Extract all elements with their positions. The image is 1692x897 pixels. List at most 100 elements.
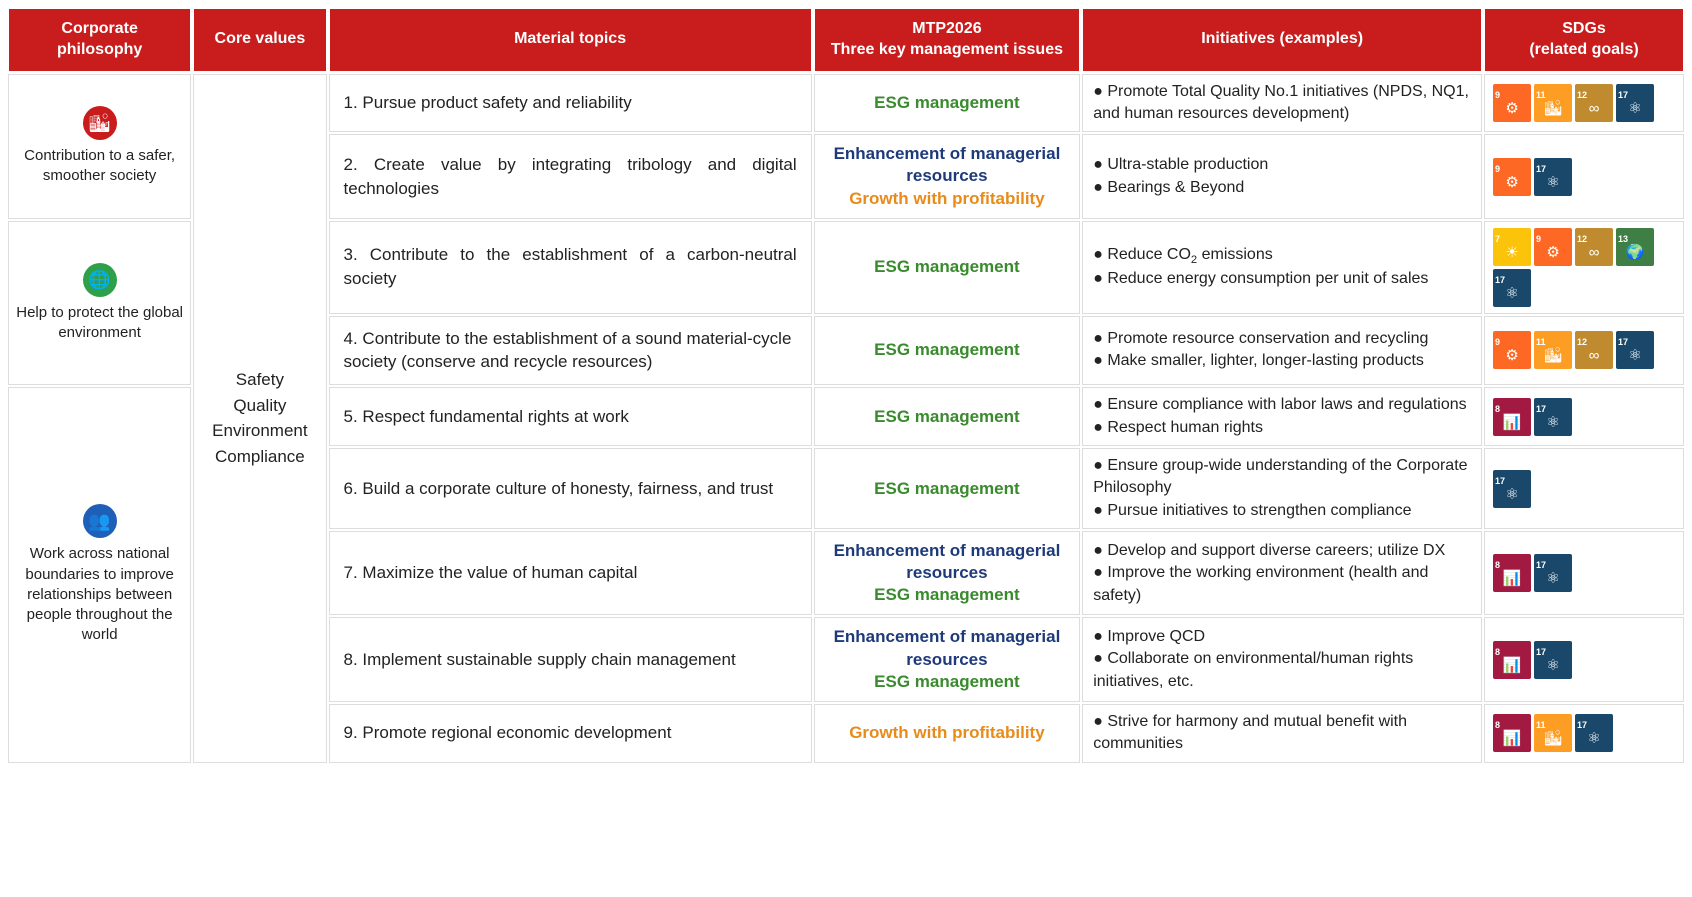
sdg-badge-9: 9⚙ [1493,84,1531,122]
sdg-badge-9: 9⚙ [1493,331,1531,369]
philosophy-label: Help to protect the global environment [15,303,184,344]
sdg-badge-8: 8📊 [1493,554,1531,592]
core-values-cell: SafetyQualityEnvironmentCompliance [193,74,326,763]
philosophy-icon: 👥 [83,504,117,538]
sdgs-cell-1: 9⚙11🏙12∞17⚛ [1484,74,1684,133]
sdg-badge-12: 12∞ [1575,331,1613,369]
philosophy-cell-2: 🌐 Help to protect the global environment [8,221,191,386]
sdg-badge-9: 9⚙ [1534,228,1572,266]
sdgs-cell-2: 9⚙17⚛ [1484,134,1684,218]
sdg-badge-17: 17⚛ [1534,158,1572,196]
sdg-badge-13: 13🌍 [1616,228,1654,266]
mtp-esg: ESG management [827,256,1068,278]
sdg-badge-group: 9⚙11🏙12∞17⚛ [1493,331,1675,369]
material-topic-7: 7. Maximize the value of human capital [329,531,812,615]
mtp-esg: ESG management [827,92,1068,114]
philosophy-label: Work across national boundaries to impro… [15,544,184,645]
mtp-cell-8: Enhancement of managerial resourcesESG m… [814,617,1081,701]
header-philosophy: Corporate philosophy [8,8,191,72]
sdg-badge-7: 7☀ [1493,228,1531,266]
mtp-cell-1: ESG management [814,74,1081,133]
sdg-badge-8: 8📊 [1493,714,1531,752]
material-topic-9: 9. Promote regional economic development [329,704,812,763]
sdgs-cell-9: 8📊11🏙17⚛ [1484,704,1684,763]
mtp-esg: ESG management [827,339,1068,361]
initiatives-cell-3: ● Reduce CO2 emissions● Reduce energy co… [1082,221,1482,314]
philosophy-cell-3: 👥 Work across national boundaries to imp… [8,387,191,762]
initiatives-cell-6: ● Ensure group-wide understanding of the… [1082,448,1482,529]
mtp-enhance: Enhancement of managerial resources [827,540,1068,584]
sdgs-cell-7: 8📊17⚛ [1484,531,1684,615]
mtp-cell-3: ESG management [814,221,1081,314]
mtp-esg: ESG management [827,478,1068,500]
sdg-badge-9: 9⚙ [1493,158,1531,196]
philosophy-icon: 🌐 [83,263,117,297]
mtp-enhance: Enhancement of managerial resources [827,626,1068,670]
header-initiatives: Initiatives (examples) [1082,8,1482,72]
sdg-badge-17: 17⚛ [1616,84,1654,122]
header-mtp: MTP2026Three key management issues [814,8,1081,72]
material-topic-3: 3. Contribute to the establishment of a … [329,221,812,314]
sdg-badge-8: 8📊 [1493,398,1531,436]
sdg-badge-group: 17⚛ [1493,470,1675,508]
sdg-badge-12: 12∞ [1575,228,1613,266]
sdg-badge-8: 8📊 [1493,641,1531,679]
row-1: 🏙 Contribution to a safer, smoother soci… [8,74,1684,133]
sdg-badge-group: 9⚙11🏙12∞17⚛ [1493,84,1675,122]
material-topic-8: 8. Implement sustainable supply chain ma… [329,617,812,701]
initiatives-cell-2: ● Ultra-stable production● Bearings & Be… [1082,134,1482,218]
sdg-badge-12: 12∞ [1575,84,1613,122]
initiatives-cell-7: ● Develop and support diverse careers; u… [1082,531,1482,615]
material-topic-6: 6. Build a corporate culture of honesty,… [329,448,812,529]
sdg-badge-17: 17⚛ [1575,714,1613,752]
sdgs-cell-8: 8📊17⚛ [1484,617,1684,701]
header-row: Corporate philosophyCore valuesMaterial … [8,8,1684,72]
mtp-esg: ESG management [827,406,1068,428]
materiality-table: Corporate philosophyCore valuesMaterial … [6,6,1686,765]
materiality-table-container: Corporate philosophyCore valuesMaterial … [6,6,1686,765]
mtp-enhance: Enhancement of managerial resources [827,143,1068,187]
sdgs-cell-6: 17⚛ [1484,448,1684,529]
sdgs-cell-4: 9⚙11🏙12∞17⚛ [1484,316,1684,386]
philosophy-label: Contribution to a safer, smoother societ… [15,146,184,187]
sdg-badge-group: 8📊17⚛ [1493,554,1675,592]
sdg-badge-group: 9⚙17⚛ [1493,158,1675,196]
header-sdgs: SDGs(related goals) [1484,8,1684,72]
header-core_values: Core values [193,8,326,72]
mtp-growth: Growth with profitability [827,188,1068,210]
initiatives-cell-5: ● Ensure compliance with labor laws and … [1082,387,1482,446]
sdgs-cell-5: 8📊17⚛ [1484,387,1684,446]
sdg-badge-11: 11🏙 [1534,331,1572,369]
sdg-badge-17: 17⚛ [1616,331,1654,369]
initiatives-cell-9: ● Strive for harmony and mutual benefit … [1082,704,1482,763]
initiatives-cell-1: ● Promote Total Quality No.1 initiatives… [1082,74,1482,133]
sdg-badge-17: 17⚛ [1534,398,1572,436]
mtp-cell-5: ESG management [814,387,1081,446]
mtp-cell-7: Enhancement of managerial resourcesESG m… [814,531,1081,615]
mtp-esg: ESG management [827,671,1068,693]
mtp-cell-6: ESG management [814,448,1081,529]
material-topic-1: 1. Pursue product safety and reliability [329,74,812,133]
mtp-growth: Growth with profitability [827,722,1068,744]
sdg-badge-17: 17⚛ [1493,269,1531,307]
material-topic-4: 4. Contribute to the establishment of a … [329,316,812,386]
sdg-badge-11: 11🏙 [1534,84,1572,122]
header-material: Material topics [329,8,812,72]
mtp-cell-2: Enhancement of managerial resourcesGrowt… [814,134,1081,218]
philosophy-cell-1: 🏙 Contribution to a safer, smoother soci… [8,74,191,219]
sdg-badge-11: 11🏙 [1534,714,1572,752]
sdg-badge-group: 7☀9⚙12∞13🌍 17⚛ [1493,228,1675,307]
sdgs-cell-3: 7☀9⚙12∞13🌍 17⚛ [1484,221,1684,314]
sdg-badge-17: 17⚛ [1493,470,1531,508]
sdg-badge-group: 8📊17⚛ [1493,398,1675,436]
mtp-cell-4: ESG management [814,316,1081,386]
material-topic-2: 2. Create value by integrating tribology… [329,134,812,218]
mtp-cell-9: Growth with profitability [814,704,1081,763]
material-topic-5: 5. Respect fundamental rights at work [329,387,812,446]
initiatives-cell-8: ● Improve QCD● Collaborate on environmen… [1082,617,1482,701]
mtp-esg: ESG management [827,584,1068,606]
sdg-badge-17: 17⚛ [1534,554,1572,592]
sdg-badge-17: 17⚛ [1534,641,1572,679]
initiatives-cell-4: ● Promote resource conservation and recy… [1082,316,1482,386]
sdg-badge-group: 8📊11🏙17⚛ [1493,714,1675,752]
